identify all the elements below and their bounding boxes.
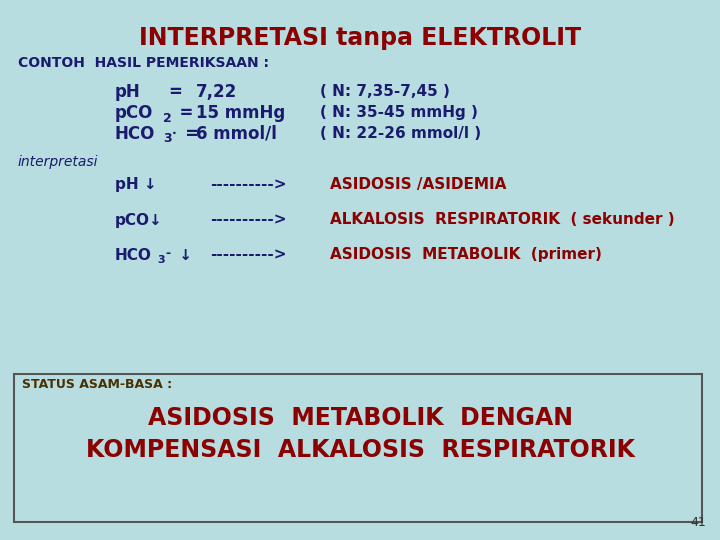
Text: ·: ·: [172, 126, 176, 139]
Text: 3: 3: [163, 132, 171, 145]
Text: ↓: ↓: [174, 247, 192, 262]
Text: STATUS ASAM-BASA :: STATUS ASAM-BASA :: [22, 379, 172, 392]
Text: KOMPENSASI  ALKALOSIS  RESPIRATORIK: KOMPENSASI ALKALOSIS RESPIRATORIK: [86, 438, 634, 462]
Text: pCO↓: pCO↓: [115, 213, 163, 227]
Text: HCO: HCO: [115, 247, 152, 262]
Text: ASIDOSIS  METABOLIK  (primer): ASIDOSIS METABOLIK (primer): [330, 247, 602, 262]
Text: ( N: 35-45 mmHg ): ( N: 35-45 mmHg ): [320, 105, 478, 120]
Text: =: =: [168, 104, 194, 122]
Text: ( N: 7,35-7,45 ): ( N: 7,35-7,45 ): [320, 84, 450, 99]
Text: ( N: 22-26 mmol/l ): ( N: 22-26 mmol/l ): [320, 126, 481, 141]
Text: ASIDOSIS /ASIDEMIA: ASIDOSIS /ASIDEMIA: [330, 178, 506, 192]
FancyBboxPatch shape: [14, 374, 702, 522]
Text: -: -: [165, 246, 170, 260]
Text: ---------->: ---------->: [210, 247, 287, 262]
Text: =: =: [168, 125, 199, 143]
Text: 41: 41: [690, 516, 706, 529]
Text: 2: 2: [163, 111, 172, 125]
Text: pH ↓: pH ↓: [115, 178, 157, 192]
Text: 7,22: 7,22: [196, 83, 238, 101]
Text: ASIDOSIS  METABOLIK  DENGAN: ASIDOSIS METABOLIK DENGAN: [148, 406, 572, 430]
Text: =: =: [168, 83, 182, 101]
Text: 3: 3: [157, 255, 165, 265]
Text: INTERPRETASI tanpa ELEKTROLIT: INTERPRETASI tanpa ELEKTROLIT: [139, 26, 581, 50]
Text: 6 mmol/l: 6 mmol/l: [196, 125, 277, 143]
Text: interpretasi: interpretasi: [18, 155, 99, 169]
Text: pCO: pCO: [115, 104, 153, 122]
Text: ALKALOSIS  RESPIRATORIK  ( sekunder ): ALKALOSIS RESPIRATORIK ( sekunder ): [330, 213, 675, 227]
Text: ---------->: ---------->: [210, 213, 287, 227]
Text: ---------->: ---------->: [210, 178, 287, 192]
Text: CONTOH  HASIL PEMERIKSAAN :: CONTOH HASIL PEMERIKSAAN :: [18, 56, 269, 70]
Text: pH: pH: [115, 83, 140, 101]
Text: 15 mmHg: 15 mmHg: [196, 104, 285, 122]
Text: HCO: HCO: [115, 125, 156, 143]
